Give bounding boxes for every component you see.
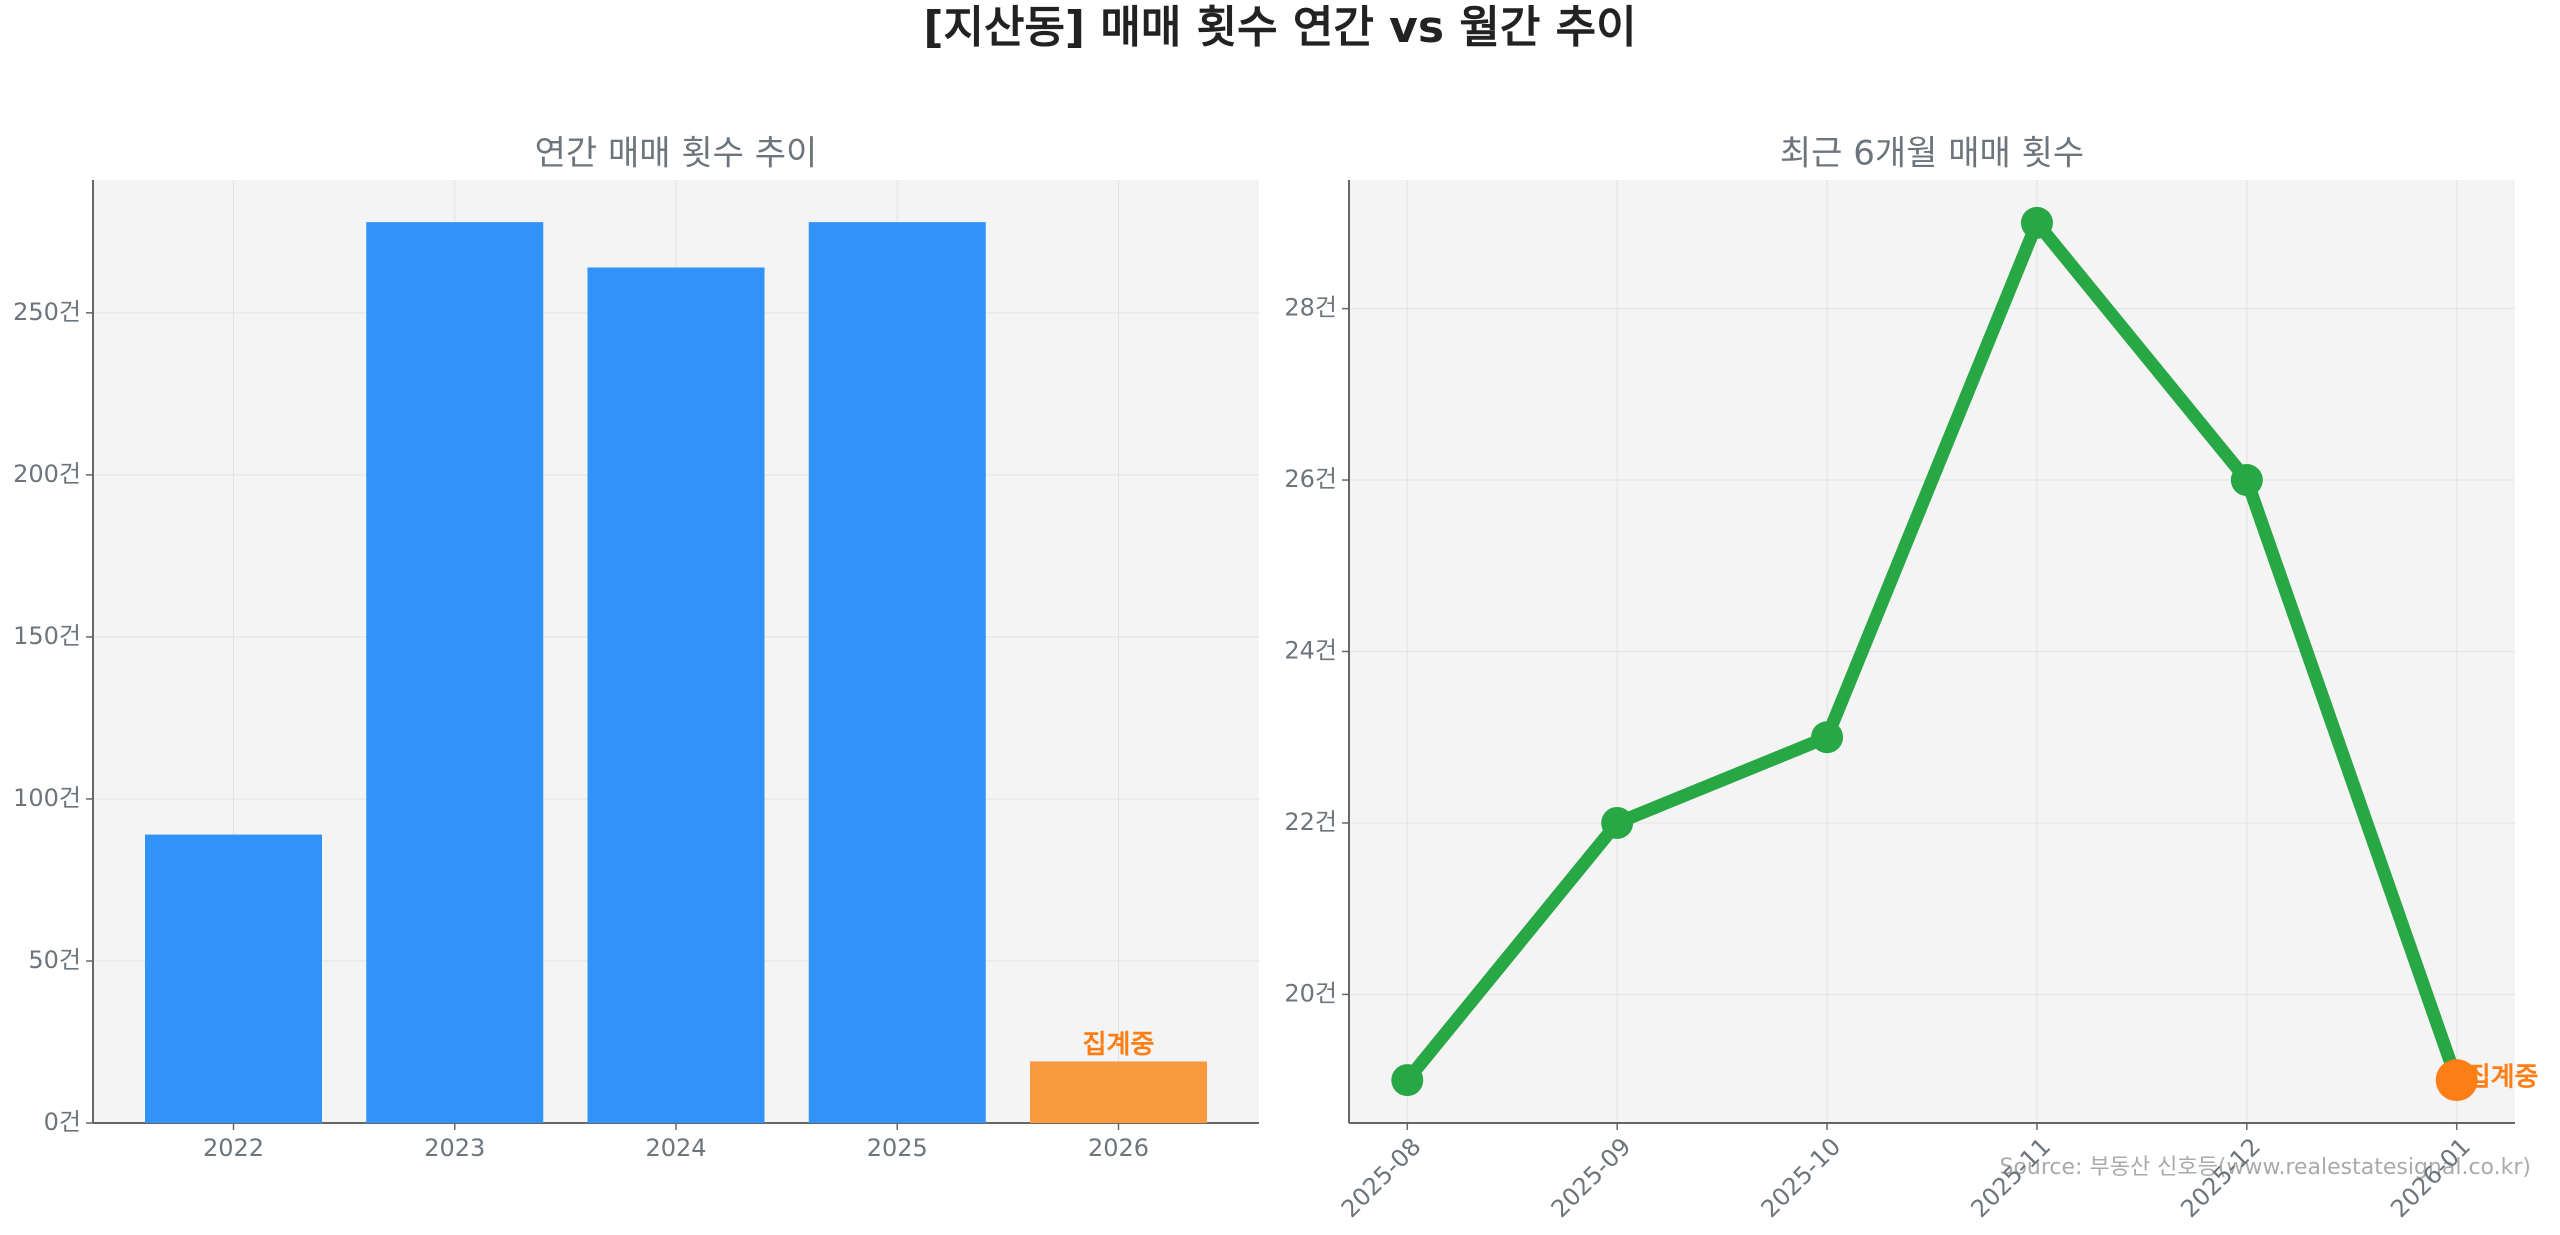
x-tick-label: 2022	[203, 1134, 264, 1162]
y-tick-label: 28건	[1284, 294, 1337, 322]
marker	[2230, 464, 2263, 497]
y-tick-label: 22건	[1284, 808, 1337, 836]
y-tick-label: 24건	[1284, 637, 1337, 665]
subplot-title: 최근 6개월 매매 횟수	[1780, 134, 2084, 174]
y-tick-label: 100건	[13, 784, 81, 812]
y-tick-label: 200건	[13, 460, 81, 488]
bar	[366, 222, 544, 1124]
source-note: Source: 부동산 신호등(www.realestatesignal.co.…	[2000, 1155, 2532, 1180]
y-tick-label: 150건	[13, 622, 81, 650]
bar	[808, 222, 986, 1124]
bar	[587, 267, 765, 1123]
y-tick-label: 26건	[1284, 465, 1337, 493]
annotation: 집계중	[2467, 1063, 2539, 1093]
y-tick-label: 0건	[44, 1108, 81, 1136]
x-tick-label: 2024	[645, 1134, 706, 1162]
subplot-title: 연간 매매 횟수 추이	[535, 134, 818, 174]
x-tick-label: 2025-08	[1336, 1132, 1427, 1223]
y-tick-label: 50건	[28, 946, 81, 974]
marker	[1391, 1064, 1424, 1097]
marker	[1811, 721, 1844, 754]
x-tick-label: 2023	[424, 1134, 485, 1162]
x-tick-label: 2025-09	[1546, 1132, 1637, 1223]
y-tick-label: 250건	[13, 298, 81, 326]
x-tick-label: 2025-10	[1756, 1132, 1847, 1223]
bar	[144, 834, 322, 1123]
annotation: 집계중	[1083, 1030, 1155, 1060]
marker	[2020, 206, 2053, 239]
marker	[1601, 806, 1634, 839]
marker	[2435, 1059, 2478, 1102]
y-tick-label: 20건	[1284, 979, 1337, 1007]
x-tick-label: 2026	[1088, 1134, 1149, 1162]
line	[1402, 216, 2463, 1085]
x-tick-label: 2025	[867, 1134, 928, 1162]
figure-title: [지산동] 매매 횟수 연간 vs 월간 추이	[923, 2, 1636, 53]
bar	[1030, 1061, 1208, 1123]
